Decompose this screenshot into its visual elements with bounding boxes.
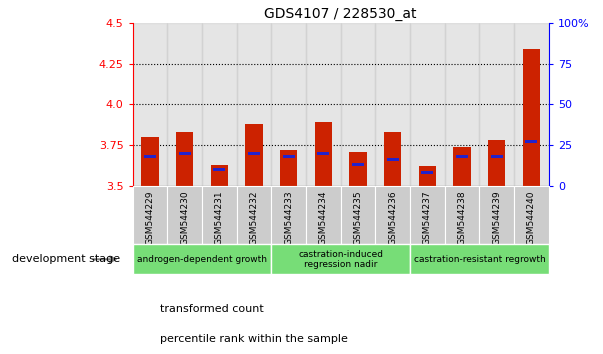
Bar xyxy=(168,186,202,244)
Bar xyxy=(202,23,236,186)
Bar xyxy=(236,23,271,186)
Bar xyxy=(141,137,159,186)
Bar xyxy=(456,155,468,158)
Text: GSM544239: GSM544239 xyxy=(492,190,501,245)
Bar xyxy=(271,244,410,274)
Bar xyxy=(491,155,503,158)
Text: percentile rank within the sample: percentile rank within the sample xyxy=(160,334,348,344)
Text: development stage: development stage xyxy=(12,254,120,264)
Bar xyxy=(410,186,444,244)
Text: castration-induced
regression nadir: castration-induced regression nadir xyxy=(298,250,383,269)
Text: androgen-dependent growth: androgen-dependent growth xyxy=(137,255,267,264)
Bar xyxy=(248,152,260,155)
Bar xyxy=(418,166,436,186)
Bar xyxy=(514,186,549,244)
Text: GSM544235: GSM544235 xyxy=(353,190,362,245)
Bar xyxy=(133,23,167,186)
Bar xyxy=(523,49,540,186)
Title: GDS4107 / 228530_at: GDS4107 / 228530_at xyxy=(265,7,417,21)
Text: GSM544233: GSM544233 xyxy=(284,190,293,245)
Bar xyxy=(133,186,167,244)
Bar xyxy=(444,186,479,244)
Bar xyxy=(444,23,479,186)
Bar xyxy=(375,23,410,186)
Bar xyxy=(352,163,364,166)
Bar xyxy=(133,244,271,274)
Bar xyxy=(387,158,399,161)
Bar xyxy=(525,141,537,143)
Bar xyxy=(271,23,306,186)
Bar xyxy=(410,23,444,186)
Text: GSM544237: GSM544237 xyxy=(423,190,432,245)
Bar xyxy=(306,23,341,186)
Text: castration-resistant regrowth: castration-resistant regrowth xyxy=(414,255,545,264)
Bar xyxy=(421,171,434,174)
Bar xyxy=(144,155,156,158)
Text: GSM544238: GSM544238 xyxy=(458,190,467,245)
Text: GSM544232: GSM544232 xyxy=(250,190,259,245)
Bar xyxy=(453,147,471,186)
Text: GSM544240: GSM544240 xyxy=(527,190,536,245)
Bar xyxy=(375,186,410,244)
Bar xyxy=(479,186,514,244)
Bar xyxy=(280,150,297,186)
Bar xyxy=(245,124,263,186)
Bar xyxy=(213,168,226,171)
Bar xyxy=(349,152,367,186)
Text: GSM544236: GSM544236 xyxy=(388,190,397,245)
Bar xyxy=(178,152,191,155)
Bar xyxy=(202,186,236,244)
Bar xyxy=(283,155,295,158)
Text: transformed count: transformed count xyxy=(160,304,264,314)
Bar xyxy=(488,140,505,186)
Bar xyxy=(176,132,194,186)
Bar xyxy=(384,132,402,186)
Text: GSM544229: GSM544229 xyxy=(145,190,154,245)
Text: GSM544231: GSM544231 xyxy=(215,190,224,245)
Bar xyxy=(479,23,514,186)
Bar xyxy=(271,186,306,244)
Bar xyxy=(317,152,329,155)
Bar xyxy=(514,23,549,186)
Bar xyxy=(306,186,341,244)
Text: GSM544230: GSM544230 xyxy=(180,190,189,245)
Bar xyxy=(168,23,202,186)
Bar xyxy=(341,23,375,186)
Text: GSM544234: GSM544234 xyxy=(319,190,328,245)
Bar xyxy=(210,165,228,186)
Bar xyxy=(236,186,271,244)
Bar xyxy=(341,186,375,244)
Bar xyxy=(410,244,549,274)
Bar xyxy=(315,122,332,186)
